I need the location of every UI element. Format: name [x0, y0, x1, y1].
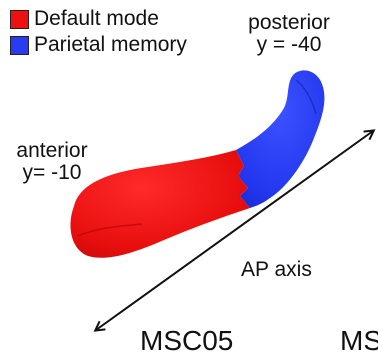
default-mode-region [70, 150, 250, 258]
parietal-memory-swatch [10, 35, 29, 55]
posterior-coordinate: y = -40 [256, 33, 322, 56]
legend-item-parietal-memory: Parietal memory [10, 32, 187, 58]
legend-item-default-mode: Default mode [10, 6, 187, 32]
anterior-name: anterior [16, 139, 88, 162]
posterior-name: posterior [248, 11, 330, 34]
legend-label: Parietal memory [34, 33, 187, 56]
default-mode-swatch [10, 9, 29, 29]
subject-label-right: MS [340, 325, 378, 356]
surface-fold-line [295, 79, 317, 115]
legend: Default mode Parietal memory [10, 6, 187, 58]
subject-label-left: MSC05 [140, 325, 234, 356]
parietal-memory-region [236, 70, 325, 208]
posterior-label: posterior y = -40 [241, 12, 337, 56]
anterior-coordinate: y= -10 [22, 161, 82, 184]
ap-axis-label: AP axis [241, 258, 312, 281]
surface-fold-line [77, 223, 143, 237]
ap-axis-arrow [96, 131, 373, 330]
anterior-label: anterior y= -10 [4, 140, 100, 184]
legend-label: Default mode [34, 7, 159, 30]
hippocampus-diagram [70, 70, 378, 342]
figure-canvas: Default mode Parietal memory posterior y… [4, 6, 378, 356]
